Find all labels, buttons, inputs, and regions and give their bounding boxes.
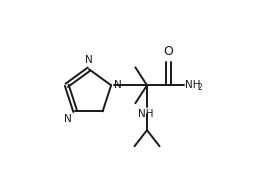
- Text: NH: NH: [185, 80, 200, 90]
- Text: O: O: [164, 45, 173, 58]
- Text: N: N: [114, 80, 122, 90]
- Text: N: N: [85, 55, 93, 65]
- Text: N: N: [64, 114, 71, 124]
- Text: NH: NH: [138, 109, 154, 119]
- Text: 2: 2: [198, 83, 202, 92]
